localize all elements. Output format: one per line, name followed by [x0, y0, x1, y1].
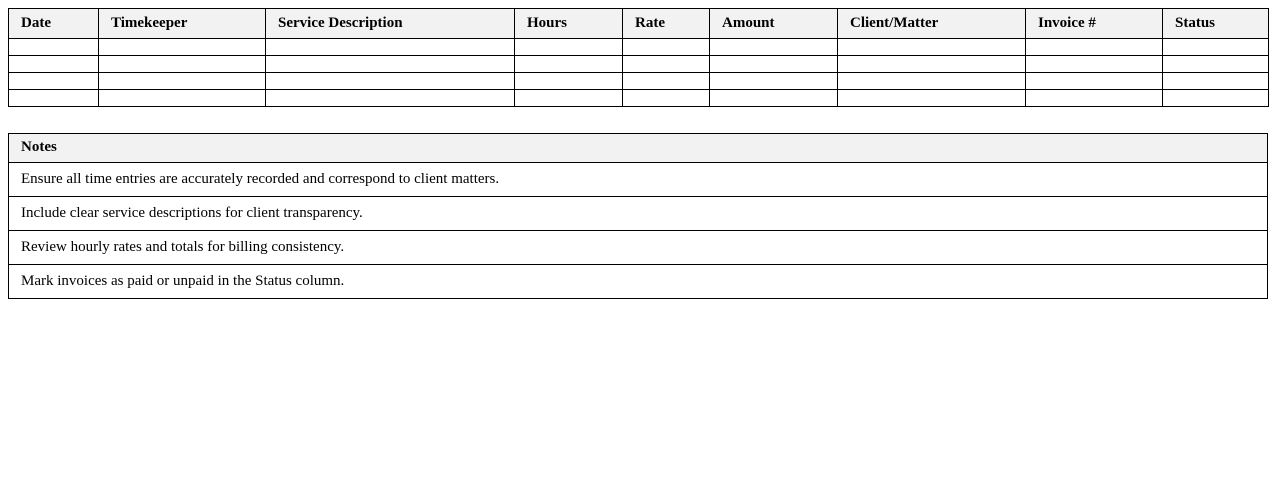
empty-cell [837, 55, 1026, 73]
column-header-status: Status [1162, 8, 1269, 39]
empty-cell [98, 38, 266, 56]
empty-cell [837, 38, 1026, 56]
empty-cell [837, 89, 1026, 107]
empty-cell [622, 72, 710, 90]
column-header-amount: Amount [709, 8, 838, 39]
list-item: Mark invoices as paid or unpaid in the S… [8, 264, 1268, 299]
empty-cell [622, 38, 710, 56]
empty-cell [514, 38, 623, 56]
column-header-service-description: Service Description [265, 8, 515, 39]
column-header-hours: Hours [514, 8, 623, 39]
empty-cell [514, 89, 623, 107]
billing-table: Date Timekeeper Service Description Hour… [8, 8, 1269, 107]
empty-cell [1025, 38, 1163, 56]
empty-cell [8, 38, 99, 56]
column-header-date: Date [8, 8, 99, 39]
list-item: Review hourly rates and totals for billi… [8, 230, 1268, 265]
notes-table: Notes Ensure all time entries are accura… [8, 133, 1268, 299]
note-text: Mark invoices as paid or unpaid in the S… [8, 264, 1268, 299]
empty-cell [8, 55, 99, 73]
empty-cell [1162, 38, 1269, 56]
table-row [8, 38, 1269, 56]
list-item: Ensure all time entries are accurately r… [8, 162, 1268, 197]
empty-cell [1162, 89, 1269, 107]
empty-cell [265, 89, 515, 107]
column-header-client-matter: Client/Matter [837, 8, 1026, 39]
empty-cell [1162, 55, 1269, 73]
empty-cell [1025, 89, 1163, 107]
empty-cell [709, 89, 838, 107]
note-text: Review hourly rates and totals for billi… [8, 230, 1268, 265]
table-row [8, 89, 1269, 107]
note-text: Include clear service descriptions for c… [8, 196, 1268, 231]
empty-cell [98, 89, 266, 107]
list-item: Include clear service descriptions for c… [8, 196, 1268, 231]
empty-cell [1162, 72, 1269, 90]
empty-cell [8, 89, 99, 107]
billing-header-row: Date Timekeeper Service Description Hour… [8, 8, 1269, 39]
empty-cell [622, 89, 710, 107]
notes-header-row: Notes [8, 133, 1268, 163]
notes-header: Notes [8, 133, 1268, 163]
empty-cell [98, 55, 266, 73]
empty-cell [265, 72, 515, 90]
table-row [8, 72, 1269, 90]
note-text: Ensure all time entries are accurately r… [8, 162, 1268, 197]
table-row [8, 55, 1269, 73]
empty-cell [709, 38, 838, 56]
empty-cell [1025, 55, 1163, 73]
column-header-timekeeper: Timekeeper [98, 8, 266, 39]
empty-cell [265, 38, 515, 56]
empty-cell [709, 55, 838, 73]
empty-cell [8, 72, 99, 90]
column-header-invoice-number: Invoice # [1025, 8, 1163, 39]
empty-cell [709, 72, 838, 90]
empty-cell [514, 72, 623, 90]
column-header-rate: Rate [622, 8, 710, 39]
empty-cell [514, 55, 623, 73]
empty-cell [837, 72, 1026, 90]
empty-cell [265, 55, 515, 73]
empty-cell [1025, 72, 1163, 90]
empty-cell [98, 72, 266, 90]
empty-cell [622, 55, 710, 73]
